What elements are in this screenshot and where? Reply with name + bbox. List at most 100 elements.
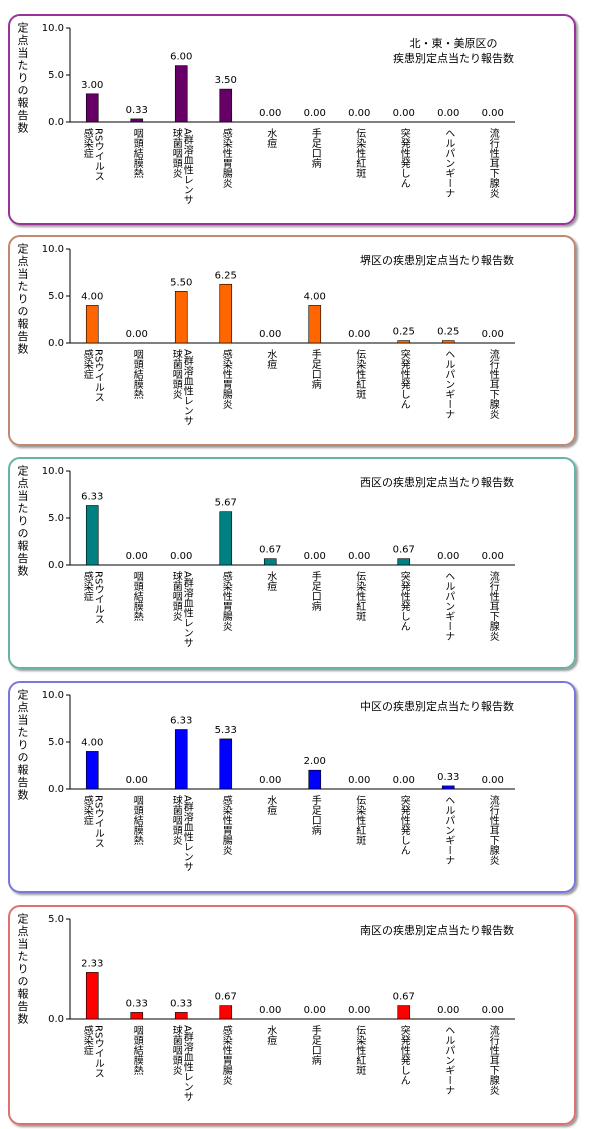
x-tick-label: 感染性胃腸炎: [220, 795, 232, 855]
value-label: 0.00: [126, 329, 148, 340]
chart-title: 堺区の疾患別定点当たり報告数: [360, 254, 514, 267]
y-tick-label: 10.0: [42, 690, 64, 701]
x-tick-label: 感染性胃腸炎: [220, 1025, 232, 1085]
x-tick-label: 水痘: [264, 571, 276, 591]
value-label: 2.00: [304, 756, 326, 767]
bar: [219, 1005, 233, 1020]
value-label: 0.00: [170, 551, 192, 562]
value-label: 6.33: [170, 715, 192, 726]
value-label: 0.00: [437, 551, 459, 562]
value-label: 2.33: [81, 958, 103, 969]
value-label: 0.00: [259, 1005, 281, 1016]
x-tick-label: 流行性耳下腺炎: [487, 128, 499, 198]
value-label: 0.00: [348, 108, 370, 119]
x-tick-label: 伝染性紅斑: [353, 571, 365, 621]
y-tick-label: 5.0: [48, 737, 64, 748]
value-label: 0.00: [348, 551, 370, 562]
bar: [397, 340, 411, 344]
bar: [219, 511, 233, 566]
y-tick-label: 10.0: [42, 23, 64, 34]
value-label: 0.00: [348, 329, 370, 340]
y-axis-label: 定点当たりの報告数: [16, 22, 29, 135]
y-axis-label: 定点当たりの報告数: [16, 465, 29, 578]
chart-frame: 0.0 5.0 10.0 3.00 0.33 6.00 3.50 0.00 0.00 0.00 0.…: [8, 14, 576, 225]
value-label: 0.67: [393, 545, 415, 556]
value-label: 0.00: [259, 108, 281, 119]
x-tick-label: 感染性胃腸炎: [220, 128, 232, 188]
value-label: 5.33: [215, 725, 237, 736]
x-tick-label: 咽頭結膜熱: [131, 795, 143, 845]
x-tick-label: 咽頭結膜熱: [131, 1025, 143, 1075]
x-tick-label: 咽頭結膜熱: [131, 128, 143, 178]
y-tick-label: 0.0: [48, 338, 64, 349]
value-label: 5.67: [215, 498, 237, 509]
value-label: 0.00: [348, 775, 370, 786]
bar: [219, 283, 233, 344]
x-tick-label: 流行性耳下腺炎: [487, 571, 499, 641]
bar: [174, 729, 188, 790]
value-label: 0.00: [304, 1005, 326, 1016]
x-tick-label: RSウイルス 感染症: [81, 128, 104, 182]
x-tick-label: 手足口病: [309, 1025, 321, 1065]
value-label: 3.00: [81, 80, 103, 91]
y-axis-label: 定点当たりの報告数: [16, 689, 29, 802]
value-label: 4.00: [81, 737, 103, 748]
x-tick-label: A群溶血性レンサ 球菌咽頭炎: [170, 795, 193, 872]
value-label: 3.50: [215, 75, 237, 86]
x-tick-label: 突発性発しん: [398, 1025, 410, 1085]
value-label: 0.00: [304, 551, 326, 562]
bar: [130, 1012, 144, 1020]
x-tick-label: 水痘: [264, 795, 276, 815]
bar: [219, 738, 233, 790]
bar: [397, 558, 411, 566]
chart-frame: 0.0 5.0 10.0 6.33 0.00 0.00 5.67 0.67 0.00 0.00 0.…: [8, 457, 576, 669]
x-tick-label: ヘルパンギーナ: [442, 571, 454, 641]
x-tick-label: 伝染性紅斑: [353, 349, 365, 399]
y-tick-label: 5.0: [48, 70, 64, 81]
chart-frame: 0.0 5.0 2.33 0.33 0.33 0.67 0.00 0.00 0.00 0.67 0.…: [8, 905, 576, 1125]
y-tick-label: 0.0: [48, 117, 64, 128]
x-tick-label: 水痘: [264, 128, 276, 148]
value-label: 0.67: [259, 545, 281, 556]
bar: [85, 972, 99, 1020]
y-axis-label: 定点当たりの報告数: [16, 243, 29, 356]
x-tick-label: 突発性発しん: [398, 795, 410, 855]
x-tick-label: ヘルパンギーナ: [442, 349, 454, 419]
chart-frame: 0.0 5.0 10.0 4.00 0.00 6.33 5.33 0.00 2.00 0.00 0.…: [8, 681, 576, 893]
x-tick-label: 突発性発しん: [398, 128, 410, 188]
value-label: 0.67: [215, 992, 237, 1003]
value-label: 0.00: [482, 108, 504, 119]
value-label: 0.00: [126, 775, 148, 786]
value-label: 0.67: [393, 992, 415, 1003]
value-label: 5.50: [170, 277, 192, 288]
bar: [263, 558, 277, 566]
bar: [441, 785, 455, 790]
value-label: 0.00: [393, 108, 415, 119]
bar: [85, 751, 99, 790]
bar: [219, 88, 233, 123]
value-label: 0.00: [482, 329, 504, 340]
y-tick-label: 10.0: [42, 466, 64, 477]
value-label: 0.00: [437, 108, 459, 119]
value-label: 0.00: [126, 551, 148, 562]
bar: [174, 65, 188, 123]
x-tick-label: ヘルパンギーナ: [442, 1025, 454, 1095]
y-axis-label: 定点当たりの報告数: [16, 913, 29, 1026]
x-tick-label: 手足口病: [309, 795, 321, 835]
x-tick-label: 流行性耳下腺炎: [487, 795, 499, 865]
x-tick-label: 咽頭結膜熱: [131, 349, 143, 399]
value-label: 0.00: [393, 775, 415, 786]
value-label: 6.25: [215, 270, 237, 281]
y-tick-label: 10.0: [42, 244, 64, 255]
value-label: 4.00: [81, 291, 103, 302]
value-label: 0.00: [304, 108, 326, 119]
x-tick-label: 水痘: [264, 349, 276, 369]
chart: 0.0 5.0 10.0 4.00 0.00 5.50 6.25 0.00 4.00 0.00 0.…: [42, 244, 515, 349]
x-tick-label: 伝染性紅斑: [353, 1025, 365, 1075]
bar: [308, 305, 322, 344]
value-label: 6.33: [81, 491, 103, 502]
value-label: 0.33: [126, 998, 148, 1009]
y-tick-label: 5.0: [48, 513, 64, 524]
x-tick-label: A群溶血性レンサ 球菌咽頭炎: [170, 571, 193, 648]
x-tick-label: 咽頭結膜熱: [131, 571, 143, 621]
